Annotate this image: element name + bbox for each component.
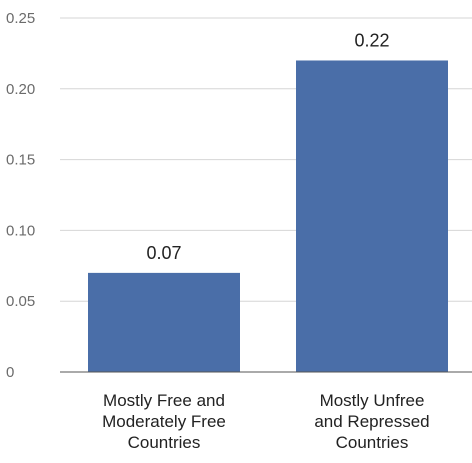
y-tick-label: 0.05 xyxy=(6,293,35,310)
bar-value-label: 0.07 xyxy=(146,243,181,263)
bar-value-label: 0.22 xyxy=(354,30,389,50)
category-label: and Repressed xyxy=(314,412,429,431)
category-labels: Mostly Free and Moderately Free Countries M… xyxy=(102,391,430,452)
y-tick-label: 0 xyxy=(6,364,14,381)
y-tick-label: 0.10 xyxy=(6,222,35,239)
category-label: Countries xyxy=(336,433,409,452)
bar xyxy=(88,272,240,372)
bar xyxy=(296,60,448,372)
y-tick-label: 0.25 xyxy=(6,10,35,27)
category-label: Moderately Free xyxy=(102,412,226,431)
y-tick-label: 0.20 xyxy=(6,81,35,98)
category-label: Mostly Unfree xyxy=(320,391,425,410)
data-labels: 0.07 0.22 xyxy=(146,30,389,262)
category-label: Mostly Free and xyxy=(103,391,225,410)
bars xyxy=(88,60,448,372)
category-label: Countries xyxy=(128,433,201,452)
y-axis-ticks: 0 0.05 0.10 0.15 0.20 0.25 xyxy=(6,10,35,381)
y-tick-label: 0.15 xyxy=(6,152,35,169)
